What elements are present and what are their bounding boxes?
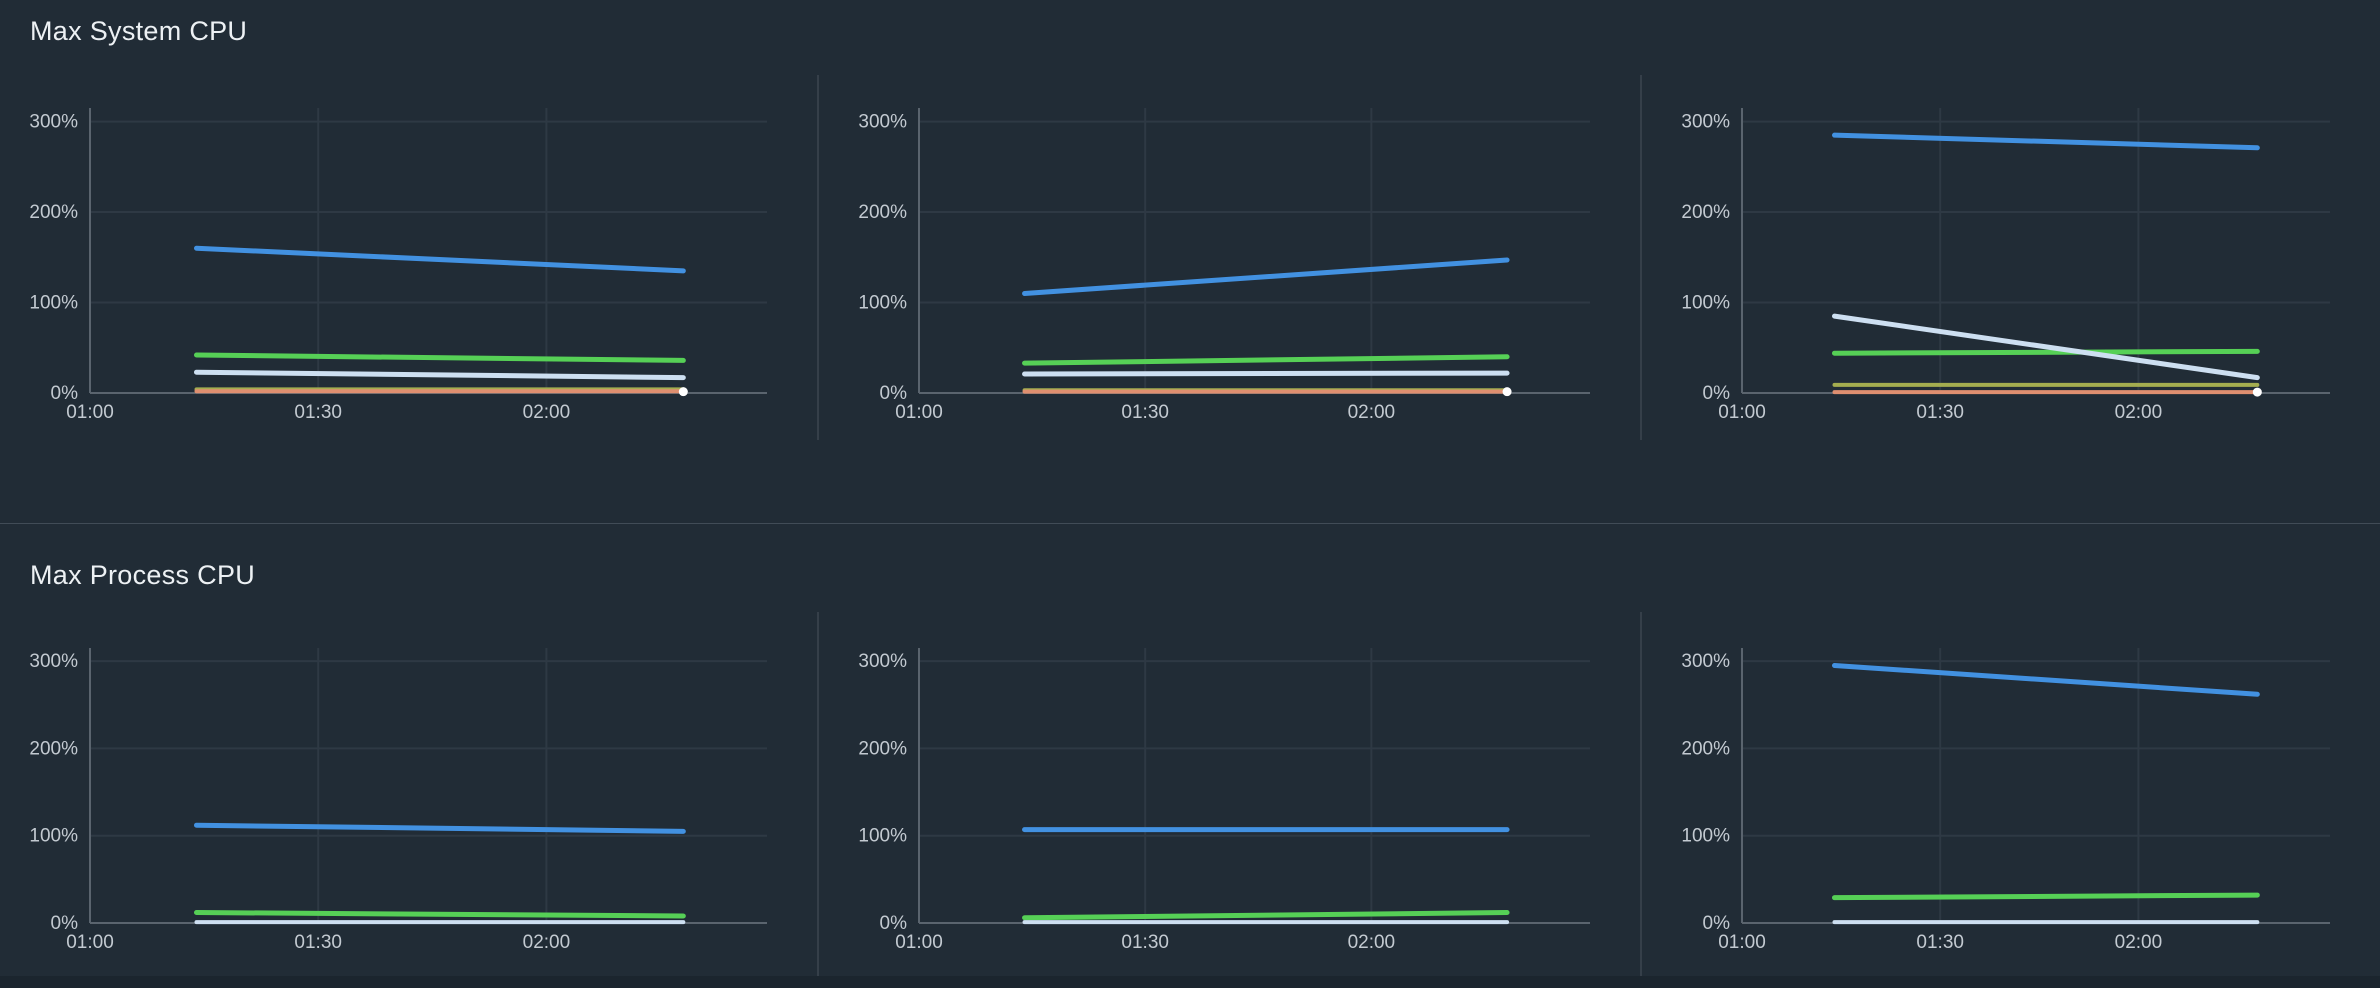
y-tick-label: 200% xyxy=(859,202,907,223)
chart-canvas[interactable]: 0% 100% 200% 300% 01:00 01:30 02:00 xyxy=(1682,612,2380,976)
series-end-dot xyxy=(678,387,688,397)
y-tick-label: 300% xyxy=(1682,112,1730,133)
line-chart[interactable]: 0% 100% 200% 300% 01:00 01:30 02:00 xyxy=(859,612,1640,976)
y-tick-label: 200% xyxy=(30,202,78,223)
y-tick-label: 100% xyxy=(1682,293,1730,314)
series-blue xyxy=(1022,257,1510,296)
x-tick-label: 01:00 xyxy=(66,932,114,953)
y-tick-label: 100% xyxy=(30,826,78,847)
series-blue xyxy=(193,822,686,834)
section-max-process-cpu: Max Process CPU 0% 100% 200% 300% 01:00 01:30… xyxy=(0,523,2380,976)
line-chart[interactable]: 0% 100% 200% 300% 01:00 01:30 02:00 xyxy=(1682,75,2380,440)
y-tick-label: 100% xyxy=(859,826,907,847)
series-end-dot xyxy=(2253,387,2263,397)
y-tick-label: 0% xyxy=(1703,383,1731,404)
chart-canvas[interactable]: 0% 100% 200% 300% 01:00 01:30 02:00 xyxy=(859,612,1640,976)
y-tick-label: 0% xyxy=(880,383,908,404)
chart-canvas[interactable]: 0% 100% 200% 300% 01:00 01:30 02:00 xyxy=(1682,75,2380,440)
x-tick-label: 02:00 xyxy=(2115,402,2163,423)
y-tick-label: 100% xyxy=(859,293,907,314)
y-tick-label: 300% xyxy=(30,651,78,672)
x-tick-label: 02:00 xyxy=(2115,932,2163,953)
series-pale xyxy=(1022,370,1510,377)
series-pale xyxy=(193,369,686,381)
series-green xyxy=(193,352,686,363)
line-chart[interactable]: 0% 100% 200% 300% 01:00 01:30 02:00 xyxy=(1682,612,2380,976)
section-title: Max System CPU xyxy=(30,16,248,46)
y-tick-label: 0% xyxy=(51,383,79,404)
y-tick-label: 200% xyxy=(859,738,907,759)
line-chart[interactable]: 0% 100% 200% 300% 01:00 01:30 02:00 xyxy=(859,75,1640,440)
line-chart[interactable]: 0% 100% 200% 300% 01:00 01:30 02:00 xyxy=(30,612,817,976)
x-tick-label: 02:00 xyxy=(523,402,571,423)
series-blue xyxy=(1832,132,2261,151)
series-blue xyxy=(1832,662,2261,697)
series-green xyxy=(1022,354,1510,366)
chart-panel: 0% 100% 200% 300% 01:00 01:30 02:00 xyxy=(1640,612,2380,976)
x-tick-label: 02:00 xyxy=(1348,402,1396,423)
charts-row: 0% 100% 200% 300% 01:00 01:30 02:00 0% 100% 200%… xyxy=(30,75,2380,440)
chart-panel: 0% 100% 200% 300% 01:00 01:30 02:00 xyxy=(1640,75,2380,440)
y-tick-label: 0% xyxy=(1703,913,1731,934)
series-green xyxy=(1832,892,2261,901)
series-green xyxy=(1832,348,2261,356)
x-tick-label: 01:00 xyxy=(895,932,943,953)
y-tick-label: 100% xyxy=(1682,826,1730,847)
y-tick-label: 200% xyxy=(1682,738,1730,759)
series-pale xyxy=(1832,313,2261,381)
x-tick-label: 01:30 xyxy=(1122,932,1170,953)
y-tick-label: 200% xyxy=(1682,202,1730,223)
x-tick-label: 01:00 xyxy=(895,402,943,423)
series-end-dot xyxy=(1502,387,1512,397)
section-title: Max Process CPU xyxy=(30,560,256,590)
x-tick-label: 01:30 xyxy=(294,402,342,423)
y-tick-label: 300% xyxy=(1682,651,1730,672)
x-tick-label: 02:00 xyxy=(523,932,571,953)
x-tick-label: 01:00 xyxy=(1718,402,1766,423)
y-tick-label: 300% xyxy=(859,112,907,133)
y-tick-label: 0% xyxy=(51,913,79,934)
charts-row: 0% 100% 200% 300% 01:00 01:30 02:00 0% 100% 200%… xyxy=(30,612,2380,976)
chart-canvas[interactable]: 0% 100% 200% 300% 01:00 01:30 02:00 xyxy=(30,612,817,976)
series-blue xyxy=(193,245,686,274)
chart-canvas[interactable]: 0% 100% 200% 300% 01:00 01:30 02:00 xyxy=(30,75,817,440)
x-tick-label: 01:30 xyxy=(294,932,342,953)
chart-panel: 0% 100% 200% 300% 01:00 01:30 02:00 xyxy=(817,612,1640,976)
x-tick-label: 02:00 xyxy=(1348,932,1396,953)
section-max-system-cpu: Max System CPU 0% 100% 200% 300% 01:00 01:30 0… xyxy=(30,16,2380,440)
x-tick-label: 01:30 xyxy=(1917,932,1965,953)
x-tick-label: 01:30 xyxy=(1917,402,1965,423)
y-tick-label: 0% xyxy=(880,913,908,934)
series-green xyxy=(193,910,686,919)
chart-panel: 0% 100% 200% 300% 01:00 01:30 02:00 xyxy=(30,612,817,976)
chart-panel: 0% 100% 200% 300% 01:00 01:30 02:00 xyxy=(817,75,1640,440)
chart-canvas[interactable]: 0% 100% 200% 300% 01:00 01:30 02:00 xyxy=(859,75,1640,440)
y-tick-label: 200% xyxy=(30,738,78,759)
line-chart[interactable]: 0% 100% 200% 300% 01:00 01:30 02:00 xyxy=(30,75,817,440)
series-green xyxy=(1022,910,1510,921)
x-tick-label: 01:00 xyxy=(66,402,114,423)
x-tick-label: 01:30 xyxy=(1122,402,1170,423)
chart-panel: 0% 100% 200% 300% 01:00 01:30 02:00 xyxy=(30,75,817,440)
y-tick-label: 100% xyxy=(30,293,78,314)
y-tick-label: 300% xyxy=(859,651,907,672)
x-tick-label: 01:00 xyxy=(1718,932,1766,953)
y-tick-label: 300% xyxy=(30,112,78,133)
